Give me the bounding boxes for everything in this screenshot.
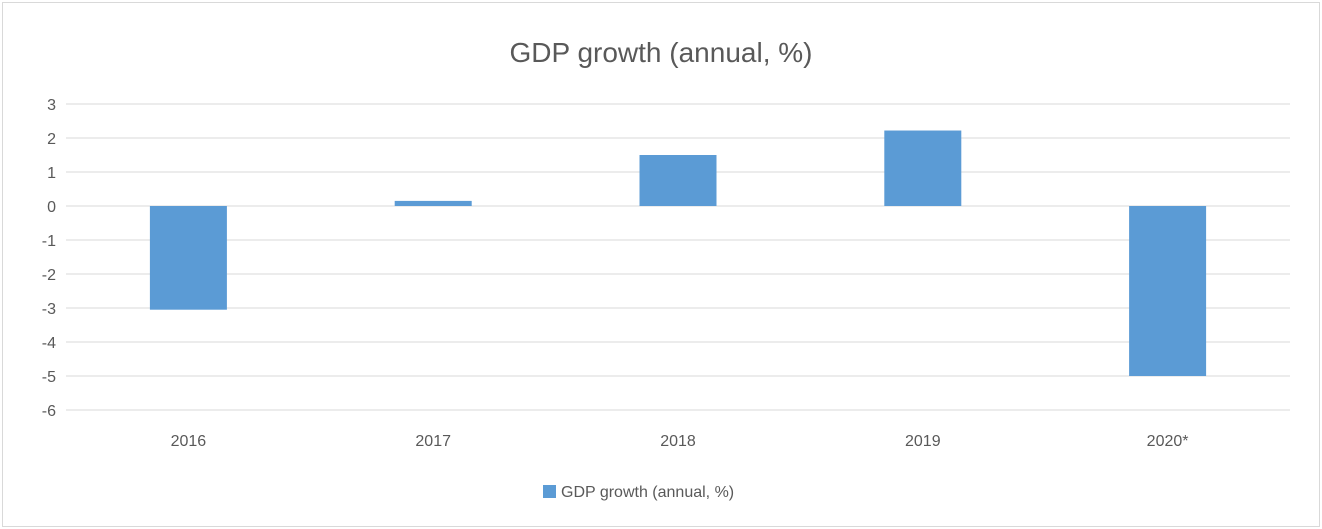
bar-2020 — [1129, 206, 1207, 376]
x-tick-label: 2017 — [415, 433, 451, 450]
chart-title: GDP growth (annual, %) — [510, 37, 813, 68]
bars — [149, 130, 1207, 376]
y-tick-label: -3 — [42, 301, 56, 318]
x-tick-label: 2018 — [660, 433, 696, 450]
x-axis-ticks: 2016 2017 2018 2019 2020* — [171, 433, 1189, 450]
bar-2017 — [394, 200, 472, 206]
y-tick-label: 1 — [47, 165, 56, 182]
legend: GDP growth (annual, %) — [543, 484, 734, 501]
y-tick-label: -1 — [42, 233, 56, 250]
y-tick-label: 3 — [47, 97, 56, 114]
bar-2016 — [149, 206, 227, 310]
x-tick-label: 2019 — [905, 433, 941, 450]
gridlines — [66, 103, 1290, 411]
x-tick-label: 2020* — [1147, 433, 1189, 450]
legend-label: GDP growth (annual, %) — [561, 484, 734, 501]
legend-swatch — [543, 485, 556, 498]
y-tick-label: 2 — [47, 131, 56, 148]
bar-2018 — [639, 155, 717, 206]
y-tick-label: -2 — [42, 267, 56, 284]
bar-2019 — [884, 130, 962, 206]
y-axis-ticks: 3 2 1 0 -1 -2 -3 -4 -5 -6 — [42, 97, 56, 420]
y-tick-label: -4 — [42, 335, 56, 352]
y-tick-label: -5 — [42, 369, 56, 386]
y-tick-label: 0 — [47, 199, 56, 216]
y-tick-label: -6 — [42, 403, 56, 420]
x-tick-label: 2016 — [171, 433, 207, 450]
